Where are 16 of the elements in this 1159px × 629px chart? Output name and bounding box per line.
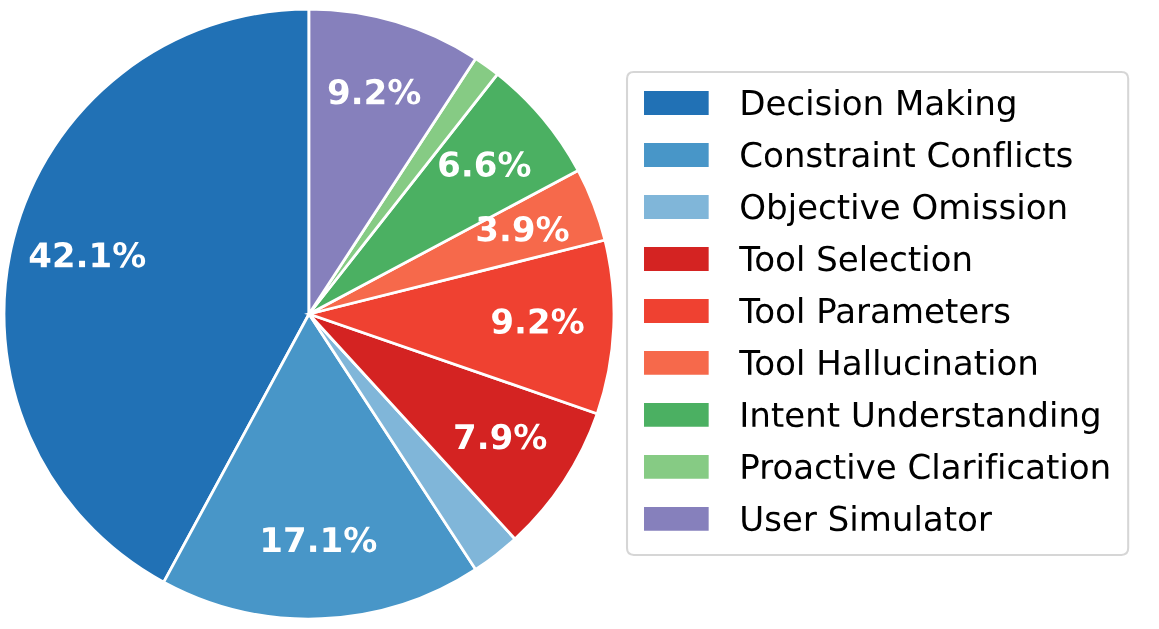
legend-label: Constraint Conflicts [741,141,1072,168]
legend-label: Proactive Clarification [742,452,1109,480]
data-label: 3.9% [477,215,569,242]
legend-label: Tool Hallucination [739,349,1036,376]
data-label: 42.1% [29,241,146,268]
legend-label: Tool Parameters [739,297,1010,324]
data-label: 9.2% [328,78,421,105]
legend-label: User Simulator [742,504,992,532]
data-label: 9.2% [492,308,584,334]
legend-label: Intent Understanding [742,401,1099,434]
legend-label: Decision Making [742,89,1015,123]
legend-label: Tool Selection [739,245,971,272]
data-label: 6.6% [439,151,531,177]
legend-label: Objective Omission [741,193,1066,226]
data-label: 17.1% [263,526,377,553]
data-label: 7.9% [455,423,547,450]
